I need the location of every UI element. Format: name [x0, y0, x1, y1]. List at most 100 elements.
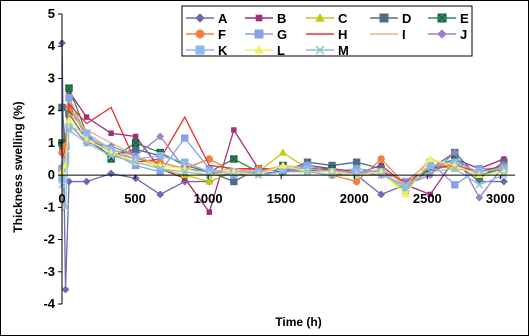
- y-tick-label: 5: [48, 6, 55, 21]
- data-point: [426, 161, 434, 170]
- data-point: [231, 127, 237, 133]
- data-point: [230, 155, 238, 163]
- x-tick-label: 500: [124, 191, 146, 206]
- data-point: [61, 285, 70, 294]
- legend-marker: [254, 44, 264, 54]
- legend-box: [181, 5, 473, 57]
- data-point: [230, 177, 238, 186]
- data-point: [65, 94, 73, 102]
- data-point: [451, 181, 459, 189]
- data-point: [156, 152, 164, 160]
- legend-label: C: [338, 11, 348, 26]
- data-point: [205, 177, 214, 185]
- legend-entry-b: B: [245, 11, 286, 26]
- legend-label: E: [460, 11, 469, 26]
- legend-marker: [315, 12, 325, 22]
- y-tick-label: -3: [43, 264, 55, 279]
- legend-marker: [195, 45, 205, 55]
- data-point: [401, 190, 410, 198]
- data-point: [475, 193, 484, 202]
- legend-label: D: [402, 11, 411, 26]
- data-point: [181, 134, 189, 142]
- x-tick-label: 0: [58, 191, 65, 206]
- data-point: [450, 148, 459, 157]
- legend-entry-d: D: [370, 11, 411, 26]
- data-point: [107, 152, 115, 160]
- data-point: [181, 168, 189, 176]
- data-point: [82, 139, 91, 147]
- data-point: [451, 164, 459, 173]
- legend-marker: [437, 29, 447, 39]
- x-tick-label: 1000: [194, 191, 223, 206]
- data-point: [131, 158, 140, 166]
- y-axis-title: Thickness swelling (%): [11, 101, 25, 232]
- data-point: [61, 203, 70, 212]
- x-axis-title: Time (h): [275, 315, 321, 329]
- legend-label: H: [338, 27, 347, 42]
- data-point: [352, 158, 361, 166]
- legend-label: I: [402, 27, 406, 42]
- axes-layer: [61, 14, 515, 304]
- data-point: [156, 132, 165, 141]
- data-point: [278, 148, 287, 156]
- data-point: [279, 168, 287, 176]
- legend-entry-f: F: [186, 27, 226, 42]
- y-tick-label: 0: [48, 167, 55, 182]
- data-point: [352, 177, 361, 186]
- y-tick-label: 3: [48, 70, 55, 85]
- x-tick-label: 1500: [267, 191, 296, 206]
- x-tick-label: 2500: [413, 191, 442, 206]
- data-point: [108, 130, 114, 136]
- legend: A B C D E F G H I J K L M: [181, 5, 473, 58]
- legend-entry-h: H: [306, 27, 347, 42]
- data-point: [156, 190, 165, 199]
- legend-entry-j: J: [428, 27, 467, 42]
- y-tick-label: -2: [43, 232, 55, 247]
- legend-entry-a: A: [186, 11, 228, 26]
- data-point: [131, 145, 140, 154]
- legend-label: L: [277, 43, 285, 58]
- y-tick-label: 2: [48, 103, 55, 118]
- legend-marker: [195, 29, 205, 39]
- data-point: [65, 84, 73, 92]
- data-point: [401, 181, 410, 189]
- legend-label: M: [338, 43, 349, 58]
- legend-marker: [379, 13, 389, 23]
- legend-label: K: [218, 43, 228, 58]
- x-tick-label: 2000: [340, 191, 369, 206]
- x-tick-label: 3000: [486, 191, 515, 206]
- data-point: [427, 191, 433, 198]
- legend-entry-e: E: [428, 11, 469, 26]
- legend-label: G: [277, 27, 287, 42]
- legend-entry-l: L: [245, 43, 285, 58]
- legend-entry-i: I: [370, 27, 406, 42]
- legend-marker: [437, 13, 447, 23]
- data-point: [156, 164, 164, 173]
- data-point: [303, 168, 312, 176]
- y-tick-label: 1: [48, 135, 55, 150]
- legend-marker: [195, 13, 205, 23]
- data-point: [82, 177, 91, 186]
- legend-entry-c: C: [306, 11, 348, 26]
- data-point: [475, 181, 484, 189]
- legend-label: A: [218, 11, 228, 26]
- legend-marker: [315, 45, 325, 55]
- data-point: [377, 190, 386, 199]
- data-point: [107, 169, 116, 178]
- data-point: [131, 174, 140, 183]
- data-point: [426, 154, 435, 163]
- y-tick-label: -1: [43, 199, 55, 214]
- legend-marker: [255, 14, 263, 22]
- legend-entry-m: M: [306, 43, 349, 58]
- legend-marker: [254, 29, 264, 39]
- data-point: [206, 209, 213, 215]
- data-point: [132, 133, 139, 140]
- series-layer: [57, 39, 508, 294]
- data-point: [83, 114, 90, 120]
- data-point: [499, 177, 508, 186]
- data-point: [278, 161, 287, 169]
- data-point: [65, 126, 73, 134]
- legend-entry-g: G: [245, 27, 287, 42]
